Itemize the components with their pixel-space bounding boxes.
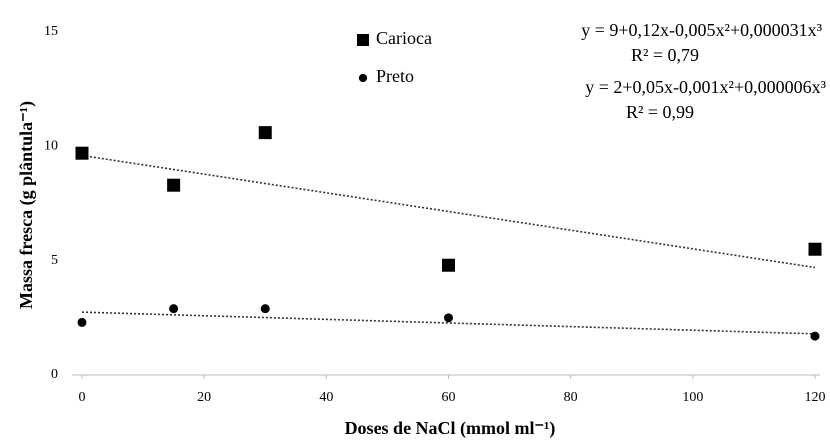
y-tick-label: 15 bbox=[44, 24, 58, 39]
equation: y = 9+0,12x-0,005x²+0,000031x³ bbox=[581, 20, 822, 40]
y-axis-label: Massa fresca (g plântula⁻¹) bbox=[16, 101, 37, 309]
trendline bbox=[81, 154, 816, 269]
point bbox=[808, 242, 822, 256]
x-tick-label: 60 bbox=[442, 390, 456, 405]
r-squared: R² = 0,99 bbox=[626, 102, 694, 122]
x-tick-label: 100 bbox=[682, 390, 703, 405]
y-tick-label: 10 bbox=[44, 139, 58, 154]
r-squared: R² = 0,79 bbox=[631, 45, 699, 65]
point bbox=[810, 331, 820, 341]
x-tick-label: 120 bbox=[805, 390, 826, 405]
x-axis-label: Doses de NaCl (mmol ml⁻¹) bbox=[345, 418, 556, 439]
x-tick-label: 40 bbox=[319, 390, 333, 405]
legend-marker bbox=[357, 34, 369, 46]
y-tick-label: 0 bbox=[51, 367, 58, 382]
x-tick-label: 80 bbox=[564, 390, 578, 405]
point bbox=[442, 258, 455, 272]
point bbox=[167, 178, 181, 192]
y-tick-label: 5 bbox=[51, 253, 58, 268]
x-tick-label: 20 bbox=[197, 390, 211, 405]
point bbox=[169, 304, 179, 314]
x-tick-label: 0 bbox=[79, 390, 86, 405]
point bbox=[75, 146, 89, 160]
legend-marker bbox=[358, 73, 368, 83]
point bbox=[258, 126, 272, 140]
legend-label: Carioca bbox=[376, 28, 432, 48]
point bbox=[444, 313, 453, 323]
legend-label: Preto bbox=[376, 66, 414, 86]
point bbox=[260, 304, 270, 314]
point bbox=[77, 317, 87, 327]
equation: y = 2+0,05x-0,001x²+0,000006x³ bbox=[585, 77, 826, 97]
